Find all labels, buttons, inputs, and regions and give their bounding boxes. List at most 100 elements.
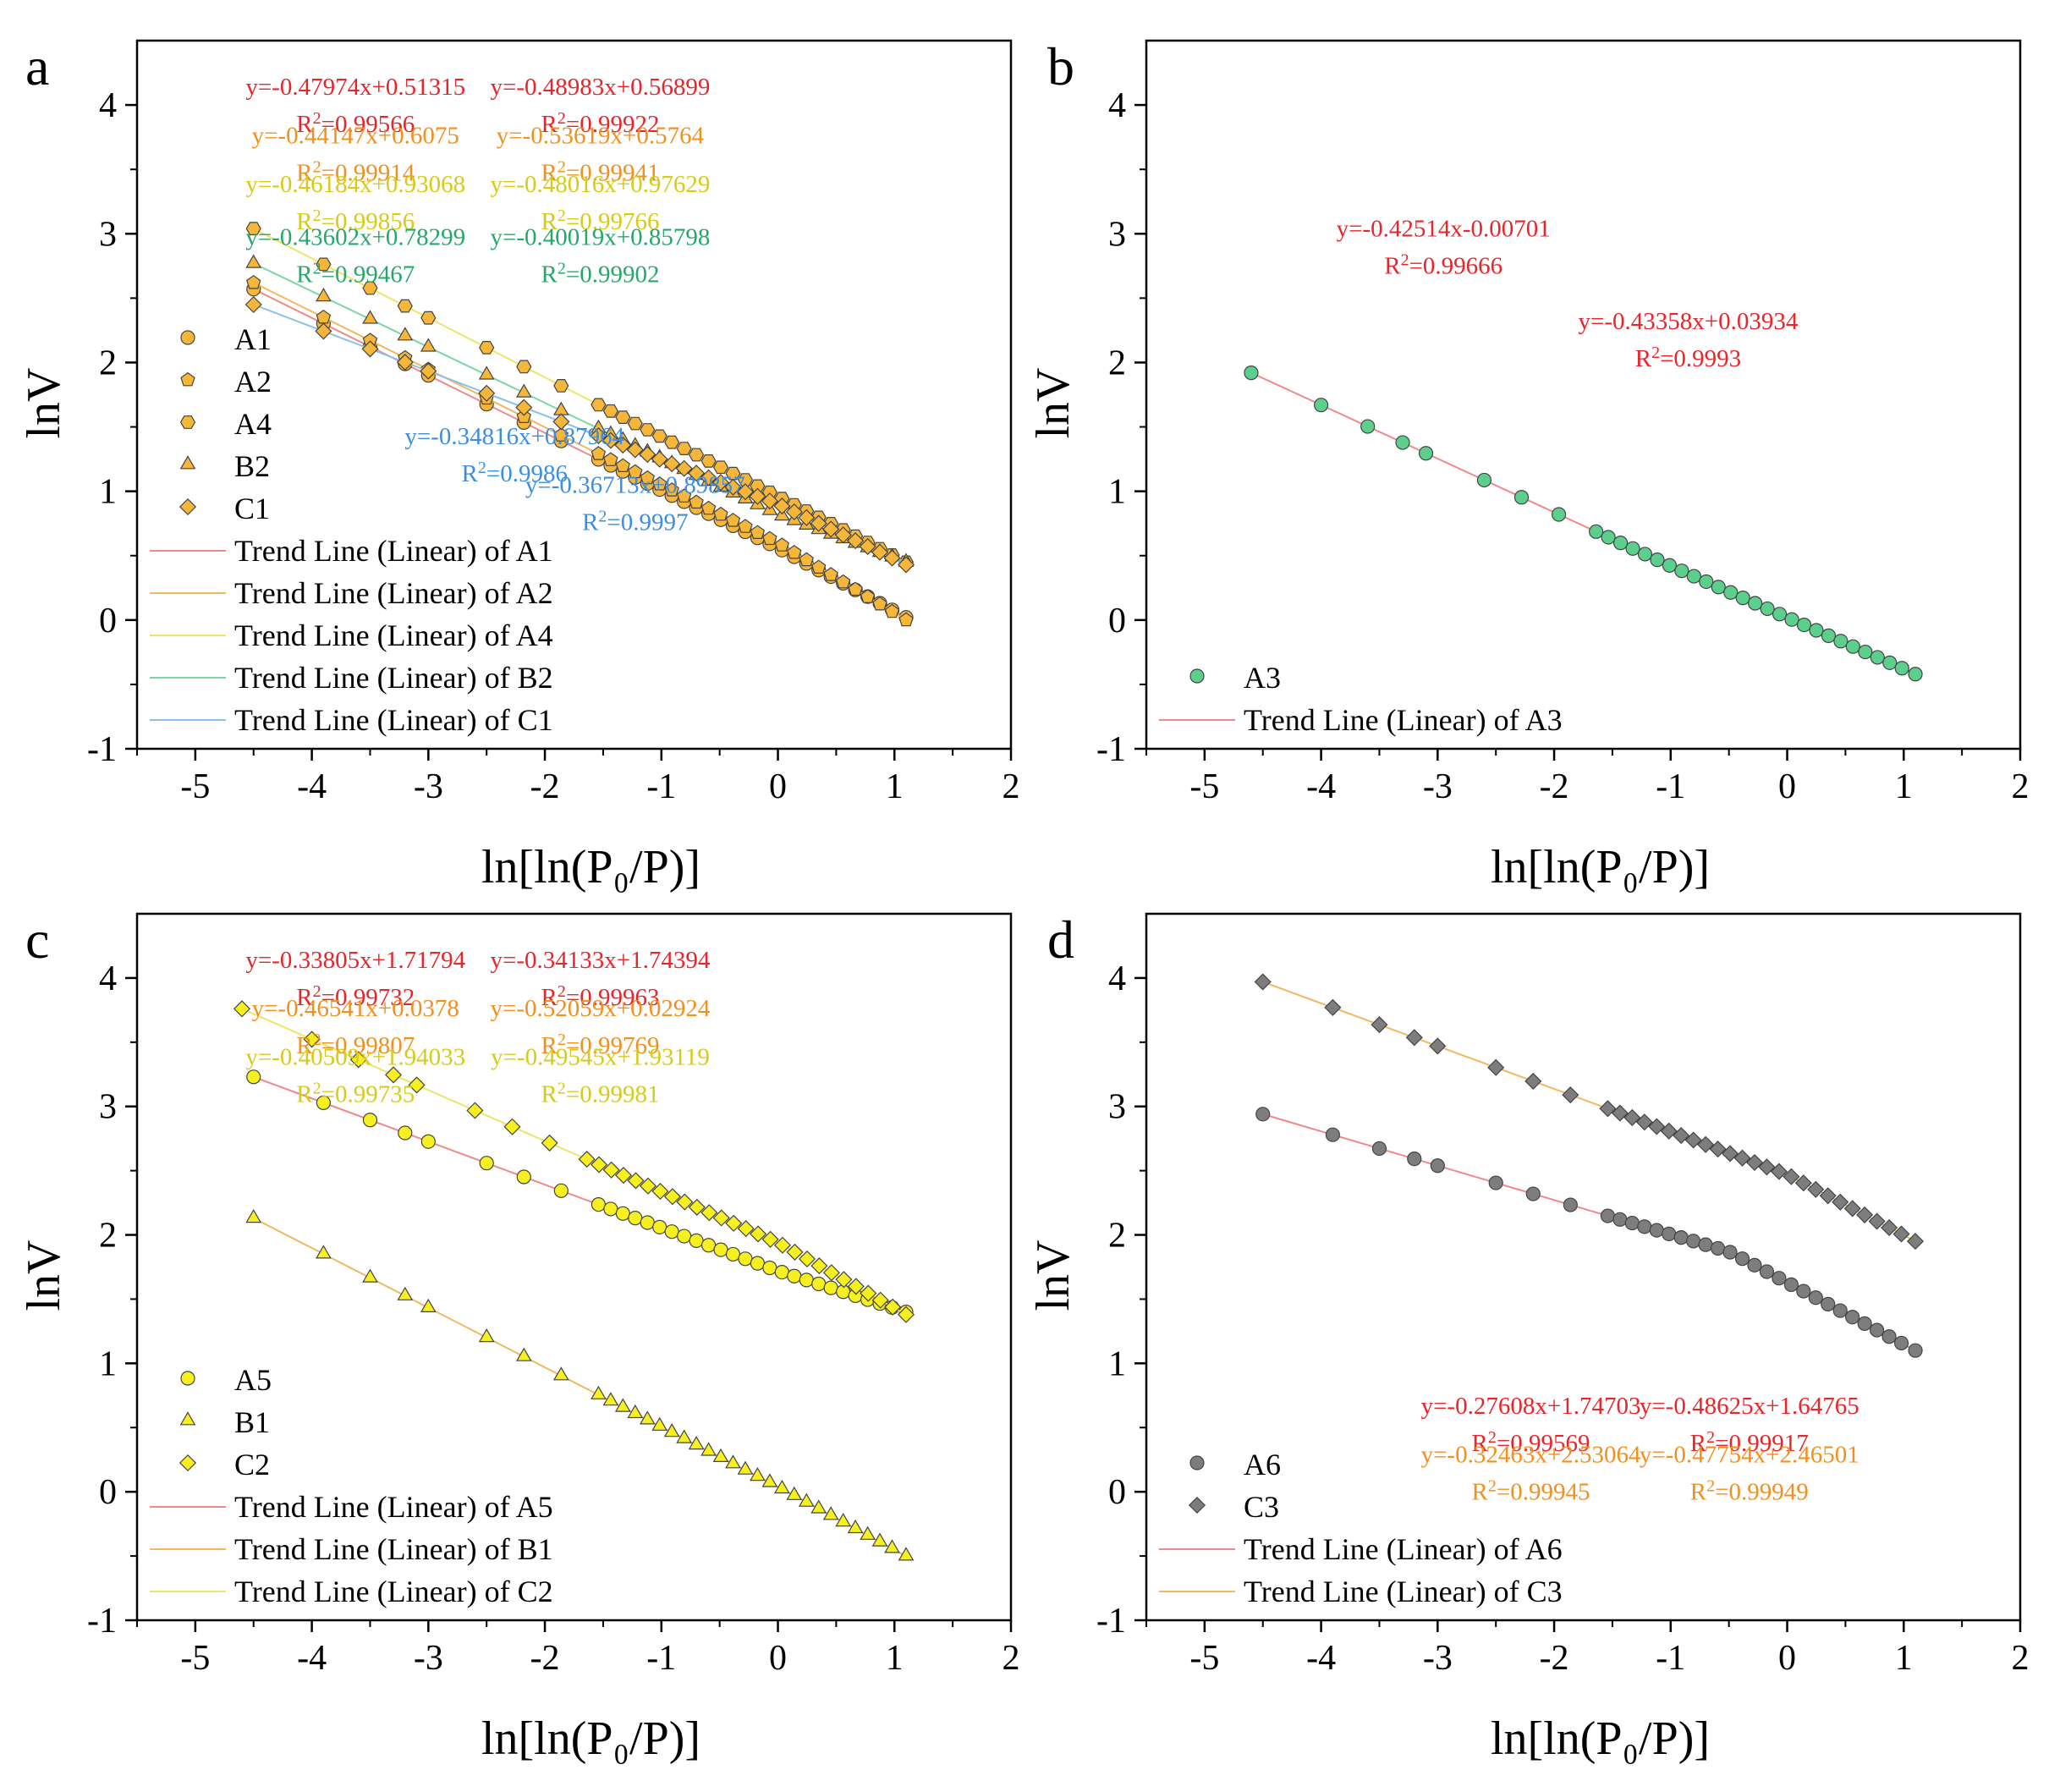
data-point-A6 (1857, 1316, 1872, 1331)
data-point-A2 (872, 596, 887, 611)
fit-equation: y=-0.44147x+0.6075 (252, 122, 459, 149)
data-point-C3 (1611, 1104, 1629, 1122)
data-point-C2 (602, 1161, 620, 1179)
data-point-B2 (362, 310, 378, 324)
data-point-A2 (848, 581, 863, 596)
fit-annotation: y=-0.48625x+1.64765 R2=0.99917 (1640, 1393, 1859, 1457)
fit-r-squared: R2=0.99807 (296, 1031, 415, 1059)
fit-annotation: y=-0.43358x+0.03934 R2=0.9993 (1579, 308, 1799, 372)
legend-label: A1 (234, 322, 272, 356)
data-point-B1 (700, 1442, 717, 1456)
data-point-A5 (420, 1134, 436, 1149)
legend: A5 B1 C2 Trend Line (Linear) of A5 Trend Lin… (150, 1363, 553, 1608)
data-point-A2 (738, 519, 753, 533)
data-point-A5 (362, 1113, 378, 1128)
data-point-A6 (1881, 1329, 1897, 1344)
data-point-A5 (516, 1169, 531, 1185)
fit-annotation: y=-0.43602x+0.78299 R2=0.99467 (245, 224, 465, 289)
y-tick-label: 3 (99, 1088, 117, 1127)
data-point-C2 (822, 1264, 840, 1282)
series-A6 (1255, 1107, 1923, 1358)
data-point-A5 (479, 1156, 494, 1171)
data-point-A3 (1772, 607, 1788, 622)
data-point-A5 (787, 1268, 802, 1284)
trend-line-A6 (1262, 1113, 1916, 1352)
fit-r-squared: R2=0.99735 (296, 1080, 415, 1108)
fit-r-squared: R2=0.99666 (1384, 250, 1502, 279)
data-point-C1 (810, 514, 827, 532)
data-point-A5 (664, 1224, 679, 1240)
data-point-A4 (362, 281, 378, 295)
data-point-A6 (1869, 1322, 1885, 1338)
y-tick-label: 2 (99, 1217, 117, 1256)
data-point-C2 (761, 1230, 779, 1248)
x-tick-label: 2 (1003, 767, 1020, 806)
data-point-A6 (1255, 1107, 1271, 1122)
legend-marker-A5 (180, 1371, 195, 1386)
data-point-A2 (591, 446, 607, 460)
x-tick-label: -4 (1306, 767, 1336, 806)
data-point-A5 (615, 1206, 630, 1221)
data-point-A5 (799, 1273, 814, 1288)
data-point-C3 (1673, 1127, 1690, 1145)
fit-equation: y=-0.40019x+0.85798 (491, 224, 711, 251)
x-axis-label: ln[ln(P₀/P)] (481, 841, 700, 893)
x-tick-label: -1 (646, 767, 676, 806)
data-point-A6 (1710, 1240, 1726, 1256)
data-point-C3 (1660, 1122, 1678, 1140)
data-point-B1 (884, 1539, 900, 1553)
x-tick-label: 2 (2012, 1639, 2030, 1678)
x-tick-label: 1 (1895, 1639, 1913, 1678)
data-point-A2 (750, 525, 766, 540)
data-point-B2 (478, 366, 495, 380)
data-point-A2 (516, 409, 532, 423)
data-point-A5 (628, 1211, 643, 1226)
data-point-A6 (1637, 1219, 1652, 1234)
legend-label: Trend Line (Linear) of A5 (234, 1490, 553, 1524)
legend: A6 C3 Trend Line (Linear) of A6 Trend Line … (1159, 1448, 1563, 1608)
data-point-C2 (835, 1271, 853, 1289)
fit-r-squared: R2=0.99922 (541, 109, 660, 138)
data-point-A3 (1513, 490, 1530, 505)
fit-r-squared: R2=0.99963 (541, 982, 660, 1011)
legend-label: C1 (234, 492, 270, 525)
data-point-C2 (860, 1284, 877, 1302)
data-point-C2 (578, 1151, 596, 1168)
data-point-C3 (1635, 1113, 1653, 1131)
data-point-A6 (1686, 1234, 1701, 1249)
data-point-C2 (408, 1076, 426, 1094)
data-point-B1 (651, 1416, 668, 1431)
data-point-B1 (316, 1245, 332, 1259)
data-point-A2 (676, 488, 692, 503)
data-point-A3 (1821, 628, 1837, 643)
data-point-A5 (591, 1197, 607, 1212)
data-point-C1 (822, 520, 840, 538)
data-point-A5 (677, 1229, 692, 1244)
fit-annotation: y=-0.40509x+1.94033 R2=0.99735 (245, 1044, 465, 1108)
data-point-C1 (761, 492, 778, 510)
fit-annotation: y=-0.32463x+2.53064 R2=0.99945 (1421, 1441, 1641, 1505)
data-point-A3 (1809, 623, 1824, 638)
y-tick-label: 2 (1108, 1217, 1126, 1256)
legend-label: A3 (1244, 661, 1281, 695)
data-point-A6 (1612, 1212, 1628, 1227)
data-point-A2 (762, 530, 777, 546)
fit-r-squared: R2=0.99732 (296, 982, 415, 1011)
series-C3 (1254, 973, 1925, 1251)
plot-frame (135, 912, 1013, 1622)
fit-annotation: y=-0.42514x-0.00701 R2=0.99666 (1337, 215, 1551, 279)
fit-annotation: y=-0.52059x+0.02924 R2=0.99769 (491, 995, 711, 1059)
legend-label: B1 (234, 1405, 270, 1439)
x-tick-label: -2 (1540, 767, 1569, 806)
data-point-C1 (420, 362, 437, 380)
data-point-C2 (466, 1102, 484, 1119)
fit-equation: y=-0.47974x+0.51315 (245, 74, 465, 101)
y-tick-label: 0 (99, 602, 117, 640)
data-point-A2 (860, 589, 876, 603)
data-point-C1 (651, 450, 668, 468)
y-tick-label: 0 (99, 1473, 117, 1512)
data-point-A4 (479, 341, 495, 355)
data-point-C3 (1684, 1131, 1702, 1149)
x-tick-label: -4 (297, 767, 327, 806)
data-point-C3 (1709, 1141, 1727, 1158)
